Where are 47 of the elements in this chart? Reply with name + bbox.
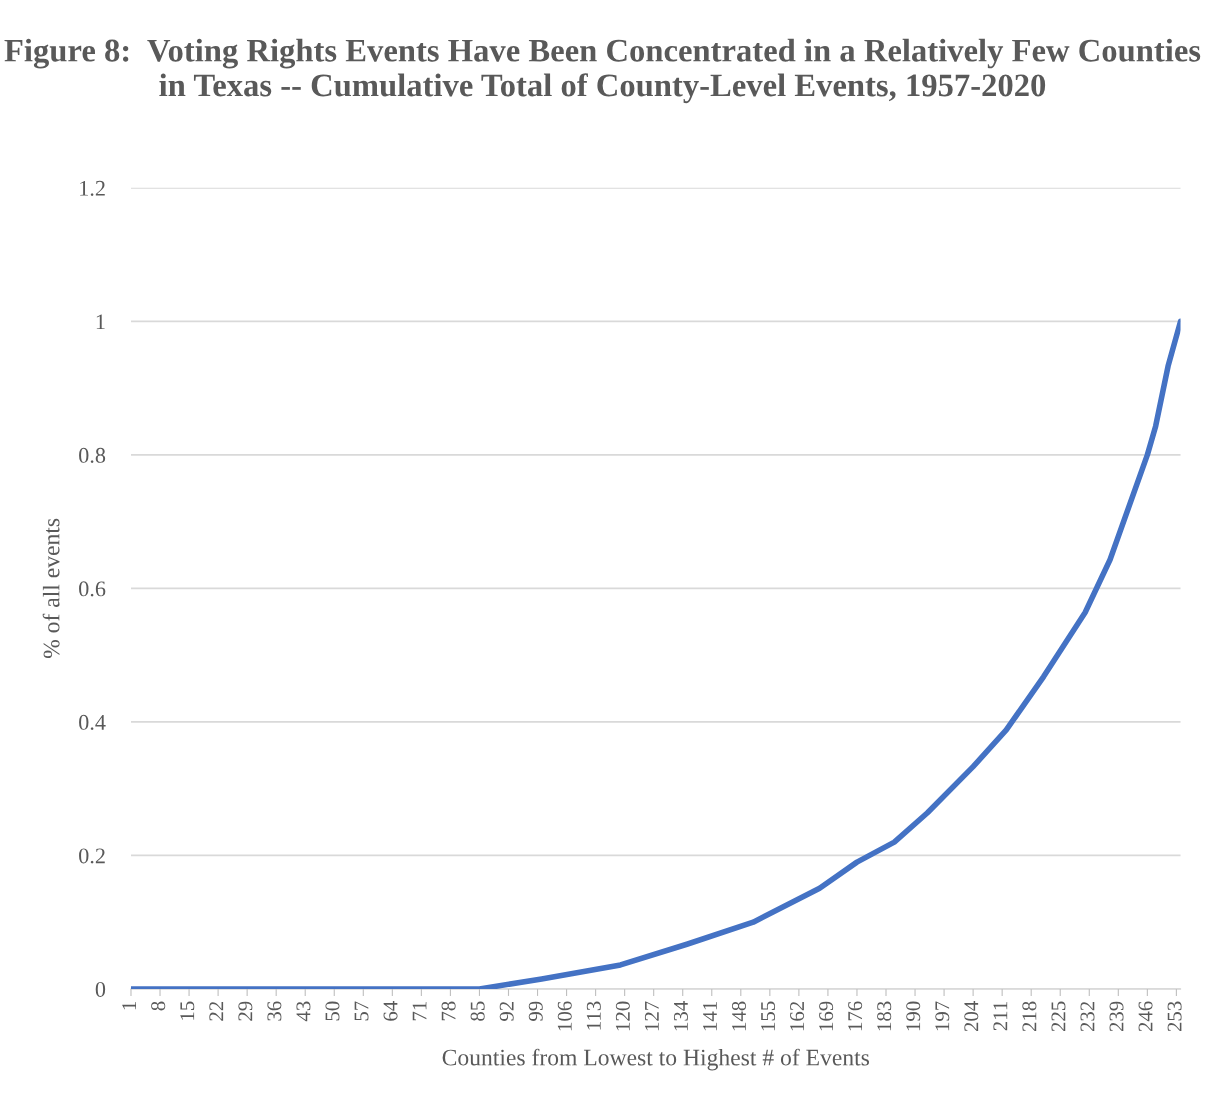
x-tick-label: 15 (180, 1001, 195, 1020)
y-tick-label: 0.2 (79, 848, 105, 864)
x-tick-label: 169 (819, 1001, 834, 1031)
y-axis-title: % of all events (42, 518, 60, 659)
x-tick-label: 1 (122, 1002, 136, 1010)
x-tick-label: 239 (1109, 1001, 1124, 1032)
y-tick-label: 0.6 (79, 581, 106, 597)
x-tick-label: 190 (906, 1001, 921, 1031)
x-tick-label: 50 (325, 1001, 340, 1021)
x-tick-label: 155 (761, 1001, 776, 1031)
x-tick-label: 36 (267, 1001, 282, 1021)
x-tick-label: 113 (586, 1001, 601, 1030)
x-tick-label: 134 (673, 1001, 688, 1031)
y-tick-label: 1 (96, 314, 105, 330)
x-tick-label: 127 (644, 1001, 659, 1031)
x-tick-label: 211 (993, 1002, 1008, 1031)
x-tick-label: 43 (296, 1001, 311, 1022)
x-tick-label: 71 (412, 1002, 427, 1021)
y-tick-label: 0.4 (79, 714, 106, 730)
x-tick-label: 64 (383, 1001, 398, 1021)
x-tick-label: 246 (1138, 1001, 1153, 1032)
x-tick-label: 99 (528, 1001, 543, 1021)
y-tick-label: 0.8 (79, 447, 106, 463)
x-tick-label: 204 (964, 1001, 979, 1032)
chart-title: Figure 8: Voting Rights Events Have Been Concentrated in a Relatively Few Counties in Texas -- Cumulative Total of County-Level Events, 1957-2020 (4, 38, 1201, 104)
x-tick-label: 57 (354, 1001, 369, 1021)
x-tick-label: 92 (499, 1001, 514, 1021)
x-tick-label: 218 (1022, 1001, 1037, 1032)
x-tick-label: 197 (935, 1001, 950, 1031)
x-tick-label: 253 (1167, 1001, 1182, 1032)
y-tick-label: 1.2 (80, 180, 105, 196)
y-tick-label: 0 (95, 981, 106, 997)
x-tick-label: 22 (209, 1001, 224, 1021)
x-tick-label: 225 (1051, 1001, 1066, 1032)
x-tick-label: 162 (790, 1001, 805, 1031)
x-tick-label: 8 (151, 1001, 166, 1011)
x-axis-title: Counties from Lowest to Highest # of Events (442, 1048, 870, 1071)
x-tick-label: 183 (877, 1001, 892, 1031)
x-tick-label: 141 (703, 1002, 717, 1031)
x-tick-label: 85 (470, 1001, 485, 1021)
x-tick-label: 232 (1080, 1001, 1095, 1032)
x-tick-label: 29 (238, 1001, 253, 1021)
x-tick-label: 106 (557, 1001, 572, 1031)
x-tick-label: 120 (615, 1001, 630, 1031)
x-tick-label: 78 (441, 1001, 456, 1021)
x-tick-label: 176 (848, 1001, 863, 1031)
x-tick-label: 148 (731, 1001, 747, 1031)
